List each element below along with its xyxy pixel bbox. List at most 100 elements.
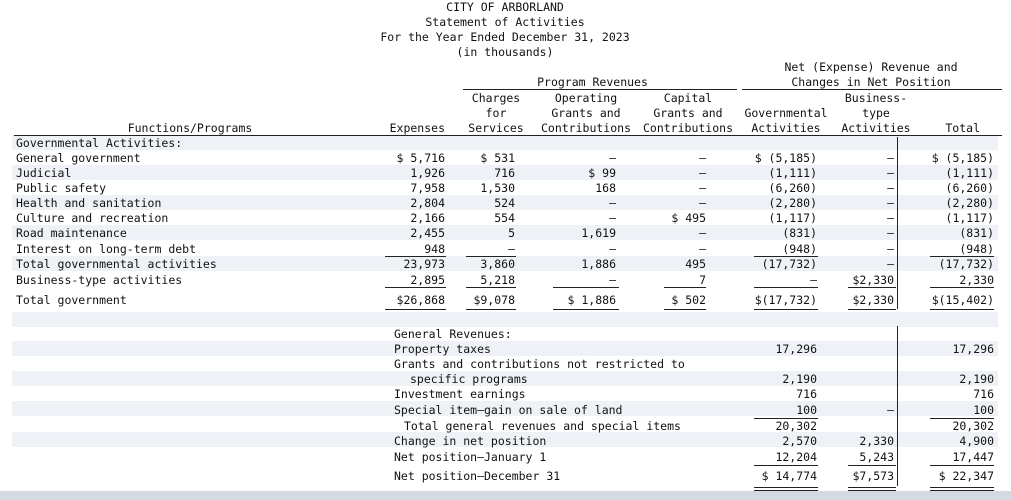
business-column-bar xyxy=(897,326,898,486)
total-header: Total xyxy=(945,121,980,135)
row-stripe xyxy=(12,225,998,241)
cell-governmental: — xyxy=(810,273,817,287)
cell-governmental: (948) xyxy=(782,242,817,256)
cell-governmental: (17,732) xyxy=(761,257,817,271)
cell-total: 716 xyxy=(973,387,994,401)
cell-business-type: $2,330 xyxy=(852,273,894,287)
cell-total: (2,280) xyxy=(945,196,994,210)
cell-governmental: (2,280) xyxy=(768,196,817,210)
cell-governmental: (831) xyxy=(782,226,817,240)
section-governmental-activities: Governmental Activities: xyxy=(16,136,183,150)
general-row-label: Total general revenues and special items xyxy=(404,419,681,433)
cell-total: 100 xyxy=(973,403,994,417)
general-row-label: Investment earnings xyxy=(394,387,526,401)
rule-subtotal xyxy=(754,256,818,257)
cell-expenses: 23,973 xyxy=(403,257,445,271)
row-stripe xyxy=(12,401,998,417)
cell-governmental: 17,296 xyxy=(775,342,817,356)
cell-operating: — xyxy=(609,242,616,256)
statement-period: For the Year Ended December 31, 2023 xyxy=(380,30,630,44)
cell-total: (1,111) xyxy=(945,166,994,180)
row-stripe xyxy=(12,195,998,211)
cell-expenses: 2,455 xyxy=(410,226,445,240)
cell-total: $ (5,185) xyxy=(931,151,994,165)
row-stripe xyxy=(12,341,998,357)
rule-ending-position xyxy=(930,465,994,466)
cell-total: 2,330 xyxy=(959,273,994,287)
general-row-label: Net position—December 31 xyxy=(394,469,561,483)
cell-business-type: — xyxy=(887,242,894,256)
statement-title: Statement of Activities xyxy=(425,15,585,29)
row-stripe xyxy=(12,371,998,387)
business-header-2: type xyxy=(862,106,890,120)
general-row-label: Special item—gain on sale of land xyxy=(394,403,623,417)
rule-total-government xyxy=(385,287,446,288)
entity-name: CITY OF ARBORLAND xyxy=(446,0,564,14)
row-label: Judicial xyxy=(16,166,72,180)
cell-governmental: $ (5,185) xyxy=(754,151,817,165)
net-header-line2: Changes in Net Position xyxy=(791,75,951,89)
rule-double xyxy=(466,309,516,310)
cell-total: 17,296 xyxy=(952,342,994,356)
rule-subtotal xyxy=(385,256,446,257)
cell-charges: 3,860 xyxy=(480,257,515,271)
cell-operating: 1,886 xyxy=(581,257,616,271)
cell-operating: — xyxy=(609,273,616,287)
cell-business-type: — xyxy=(887,403,894,417)
cell-total: $(15,402) xyxy=(931,293,994,307)
rule-ending-position xyxy=(848,465,896,466)
business-header-3: Activities xyxy=(841,121,911,135)
row-stripe xyxy=(12,135,998,151)
charges-header-2: for xyxy=(485,106,507,120)
cell-charges: — xyxy=(508,242,515,256)
general-row-label: Change in net position xyxy=(394,434,547,448)
cell-governmental: 2,570 xyxy=(782,434,817,448)
cell-charges: 554 xyxy=(494,211,515,225)
cell-governmental: 2,190 xyxy=(782,372,817,386)
cell-operating: — xyxy=(609,196,616,210)
cell-total: $ 22,347 xyxy=(938,469,994,483)
cell-business-type: — xyxy=(887,151,894,165)
cell-business-type: 5,243 xyxy=(859,450,894,464)
cell-expenses: 7,958 xyxy=(410,181,445,195)
cell-total: (6,260) xyxy=(945,181,994,195)
rule-total-government xyxy=(664,287,706,288)
cell-charges: $ 531 xyxy=(480,151,515,165)
operating-header-1: Operating xyxy=(554,91,618,105)
rule-total-government xyxy=(553,287,619,288)
rule-program-revenues xyxy=(463,89,737,90)
cell-total: 4,900 xyxy=(959,434,994,448)
cell-business-type: 2,330 xyxy=(859,434,894,448)
rule-ending-double xyxy=(848,487,896,488)
business-header-1: Business- xyxy=(844,91,908,105)
cell-capital: — xyxy=(699,226,706,240)
general-row-label: Net position—January 1 xyxy=(394,450,547,464)
cell-total: (948) xyxy=(959,242,994,256)
cell-operating: $ 1,886 xyxy=(567,293,616,307)
cell-business-type: $7,573 xyxy=(852,469,894,483)
row-label: Interest on long-term debt xyxy=(16,242,197,256)
rule-double xyxy=(848,309,896,310)
cell-business-type: — xyxy=(887,226,894,240)
cell-business-type: — xyxy=(887,257,894,271)
cell-operating: 1,619 xyxy=(581,226,616,240)
rule-general-subtotal xyxy=(754,418,818,419)
cell-expenses: $ 5,716 xyxy=(396,151,445,165)
row-label: Health and sanitation xyxy=(16,196,162,210)
capital-header-3: Contributions xyxy=(642,121,733,135)
rule-double xyxy=(553,309,619,310)
governmental-header-2: Activities xyxy=(751,121,821,135)
rule-total-government xyxy=(930,287,994,288)
cell-expenses: 948 xyxy=(424,242,445,256)
cell-expenses: 1,926 xyxy=(410,166,445,180)
cell-business-type: — xyxy=(887,196,894,210)
row-label: General government xyxy=(16,151,141,165)
cell-operating: 168 xyxy=(595,181,616,195)
cell-operating: — xyxy=(609,151,616,165)
row-stripe xyxy=(12,165,998,181)
cell-capital: — xyxy=(699,242,706,256)
rule-total-government xyxy=(754,287,818,288)
rule-ending-double xyxy=(754,487,818,488)
general-row-label: Grants and contributions not restricted … xyxy=(394,357,685,371)
cell-operating: — xyxy=(609,211,616,225)
